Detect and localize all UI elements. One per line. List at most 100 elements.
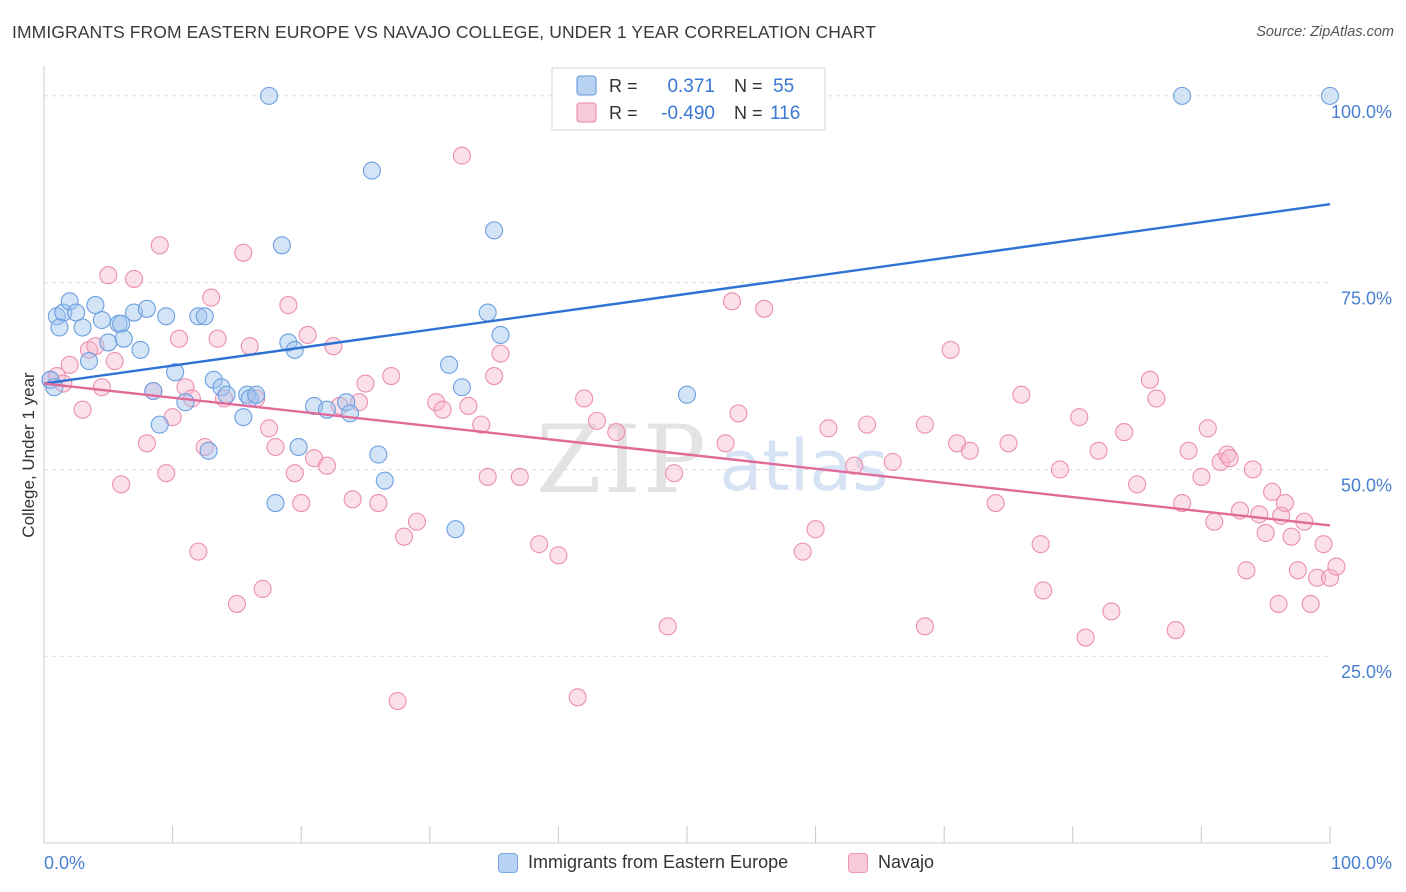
navajo-point-64	[665, 464, 684, 483]
eastern-europe-point-13	[137, 299, 156, 318]
eastern-europe-point-46	[485, 221, 504, 240]
navajo-point-3	[60, 355, 79, 374]
eastern-europe-point-24	[217, 385, 236, 404]
navajo-point-73	[857, 415, 877, 434]
y-axis-label: College, Under 1 year	[19, 372, 38, 538]
legend-n-label-1: N =	[734, 76, 763, 96]
eastern-europe-point-16	[157, 307, 176, 326]
navajo-point-92	[1147, 389, 1166, 408]
eastern-europe-point-25	[234, 408, 253, 427]
navajo-point-26	[234, 243, 253, 262]
eastern-europe-point-34	[289, 437, 308, 457]
x-tick-label-1: 100.0%	[1331, 853, 1392, 873]
navajo-point-83	[1031, 535, 1050, 554]
eastern-europe-point-53	[73, 318, 92, 337]
navajo-point-84	[1050, 460, 1069, 479]
legend-r-value-1: 0.371	[667, 76, 715, 97]
eastern-europe-point-5	[86, 296, 105, 315]
navajo-point-9	[105, 352, 124, 371]
navajo-point-17	[169, 329, 189, 348]
legend-r-label-2: R =	[609, 103, 638, 123]
eastern-europe-point-39	[362, 161, 381, 180]
navajo-point-116	[1327, 557, 1346, 576]
navajo-point-23	[208, 329, 227, 348]
eastern-europe-point-4	[79, 352, 99, 371]
eastern-europe-point-22	[204, 370, 223, 389]
navajo-point-72	[845, 456, 864, 475]
legend-item-navajo[interactable]: Navajo	[848, 852, 934, 873]
eastern-europe-point-10	[114, 329, 133, 348]
eastern-europe-point-17	[166, 363, 185, 382]
watermark-zip: ZIP	[536, 406, 708, 515]
navajo-point-65	[716, 434, 735, 453]
eastern-europe-point-48	[677, 385, 697, 404]
eastern-europe-point-7	[99, 333, 118, 352]
y-tick-label-2: 75.0%	[1341, 289, 1392, 309]
eastern-europe-point-50	[1320, 86, 1340, 105]
eastern-europe-point-44	[452, 378, 472, 397]
navajo-point-8	[99, 266, 118, 285]
navajo-point-7	[92, 378, 111, 397]
source-credit: Source: ZipAtlas.com	[1256, 24, 1394, 40]
legend-n-value-1: 55	[773, 76, 794, 97]
navajo-point-44	[382, 367, 401, 386]
legend-label-eastern-europe: Immigrants from Eastern Europe	[528, 852, 789, 872]
eastern-europe-points	[41, 86, 1340, 539]
legend-swatch-navajo	[848, 852, 868, 873]
eastern-europe-point-37	[337, 393, 356, 412]
navajo-point-29	[253, 579, 272, 599]
navajo-point-32	[279, 296, 298, 315]
navajo-point-76	[915, 617, 934, 636]
navajo-point-66	[722, 292, 742, 311]
eastern-europe-point-49	[1173, 86, 1192, 105]
watermark-atlas: atlas	[719, 425, 888, 507]
navajo-point-31	[266, 437, 285, 457]
navajo-point-49	[433, 400, 452, 419]
navajo-point-98	[1205, 512, 1224, 531]
navajo-point-87	[1089, 441, 1108, 460]
navajo-point-74	[883, 452, 902, 472]
navajo-point-4	[73, 400, 92, 419]
navajo-point-102	[1237, 561, 1256, 580]
legend-item-eastern-europe[interactable]: Immigrants from Eastern Europe	[498, 852, 788, 873]
trend-lines	[43, 203, 1331, 527]
eastern-europe-point-30	[266, 494, 285, 513]
y-tick-label-3: 100.0%	[1331, 102, 1392, 122]
navajo-point-106	[1263, 482, 1282, 501]
eastern-europe-point-21	[199, 441, 218, 460]
navajo-point-80	[986, 494, 1005, 513]
navajo-point-30	[259, 419, 279, 438]
eastern-europe-point-31	[272, 236, 291, 255]
y-tick-label-1: 50.0%	[1341, 475, 1392, 495]
navajo-point-91	[1140, 370, 1160, 389]
x-tick-label-0: 0.0%	[44, 853, 85, 873]
navajo-point-63	[658, 617, 677, 636]
eastern-europe-point-9	[112, 314, 131, 333]
navajo-point-99	[1211, 452, 1230, 472]
navajo-point-54	[485, 367, 504, 386]
legend-n-label-2: N =	[734, 103, 763, 123]
navajo-point-118	[1220, 449, 1239, 468]
navajo-point-86	[1076, 628, 1095, 647]
eastern-europe-point-12	[131, 340, 150, 359]
eastern-europe-point-32	[279, 333, 298, 352]
watermark: ZIP atlas	[536, 406, 888, 515]
navajo-point-53	[478, 467, 497, 486]
navajo-point-95	[1179, 441, 1198, 460]
navajo-points	[41, 146, 1346, 711]
eastern-europe-point-1	[54, 303, 73, 322]
eastern-europe-trend-line	[43, 203, 1331, 385]
navajo-point-89	[1115, 423, 1134, 442]
gridlines	[44, 95, 1330, 657]
navajo-point-90	[1128, 475, 1147, 494]
navajo-point-27	[240, 337, 259, 356]
navajo-point-51	[459, 396, 478, 415]
navajo-point-93	[1166, 621, 1185, 640]
navajo-point-18	[176, 378, 195, 397]
navajo-point-109	[1282, 527, 1301, 546]
navajo-point-46	[395, 527, 414, 546]
navajo-point-113	[1308, 568, 1327, 587]
navajo-point-22	[202, 288, 221, 307]
eastern-europe-point-15	[150, 415, 169, 434]
